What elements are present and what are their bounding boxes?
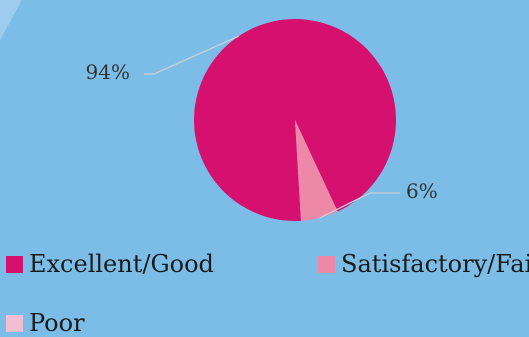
data-label-satisfactory-fair: 6% — [406, 179, 438, 203]
pie-slice-excellent-good — [193, 19, 396, 222]
legend-item-poor: Poor — [6, 309, 85, 337]
legend-swatch-excellent-good — [6, 256, 23, 273]
pie-slice-satisfactory-fair — [295, 120, 338, 221]
leader-line-satisfactory-fair — [319, 192, 400, 219]
legend-label-satisfactory-fair: Satisfactory/Fair — [341, 250, 529, 278]
leader-line-excellent-good — [144, 35, 239, 75]
legend-label-poor: Poor — [29, 309, 85, 337]
legend-item-excellent-good: Excellent/Good — [6, 250, 214, 278]
legend-swatch-satisfactory-fair — [318, 256, 335, 273]
legend-item-satisfactory-fair: Satisfactory/Fair — [318, 250, 529, 278]
legend-swatch-poor — [6, 315, 23, 332]
legend-label-excellent-good: Excellent/Good — [29, 250, 214, 278]
corner-decoration — [0, 0, 22, 40]
data-label-excellent-good: 94% — [86, 60, 130, 84]
